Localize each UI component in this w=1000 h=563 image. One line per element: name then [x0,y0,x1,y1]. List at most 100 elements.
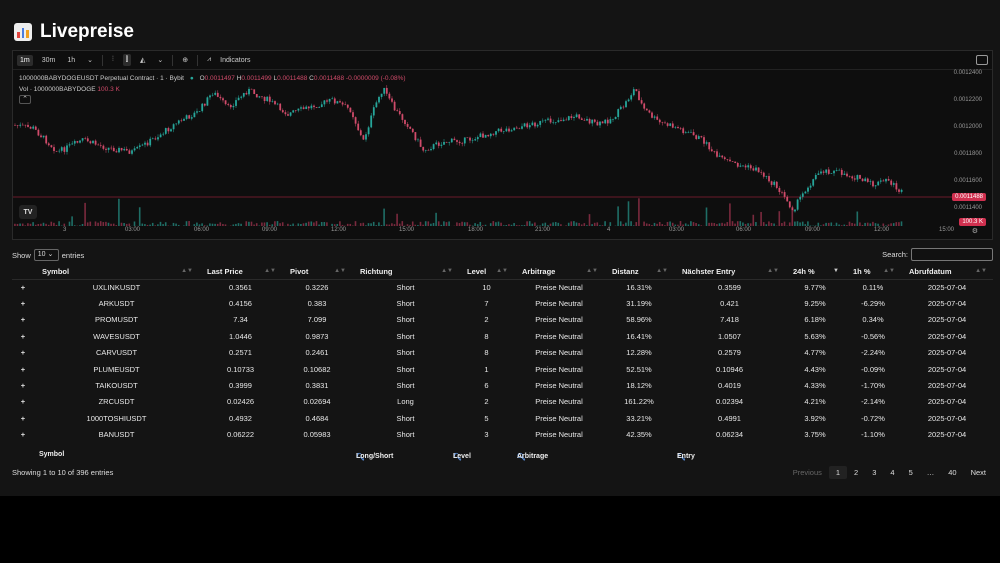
candle-body [372,107,375,116]
cell-last-price: 0.02426 [226,397,255,407]
col-header-naechster-entry[interactable]: Nächster Entry ▲▼ [674,264,785,280]
expand-row-button[interactable]: + [20,315,26,325]
bar-style-icon[interactable]: ⫶ [112,56,114,63]
volume-bar [653,222,656,226]
col-header-abrufdatum[interactable]: Abrufdatum ▲▼ [901,264,993,280]
price-chart[interactable]: 1m 30m 1h ⌄ ⫶ ⫿ ◭ ⌄ ⊕ ⩘ Indicators 10000… [12,50,993,240]
expand-row-button[interactable]: + [20,430,26,440]
volume-bar [887,224,890,226]
expand-row-button[interactable]: + [20,348,26,358]
volume-bar [742,222,744,226]
candle-body [21,124,24,126]
indicators-icon[interactable]: ⩘ [207,56,212,63]
col-header-richtung[interactable]: Richtung ▲▼ [352,264,459,280]
candle-body [50,145,53,148]
settings-gear-icon[interactable]: ⚙ [971,228,978,235]
cell-pivot: 7.099 [307,315,327,325]
next-page-button[interactable]: Next [970,468,986,477]
page-button-5[interactable]: 5 [908,468,913,477]
page-button-2[interactable]: 2 [854,468,859,477]
candle-body [219,96,222,99]
volume-bar [263,222,266,226]
candle-body [604,119,607,124]
volume-bar [175,223,177,226]
x-tick: 15:00 [399,227,415,233]
chevron-down-icon[interactable]: ⌄ [157,57,164,64]
candle-body [848,176,851,177]
add-compare-icon[interactable]: ⊕ [182,57,189,64]
filter-symbol-label: Symbol [39,451,65,458]
col-header-symbol[interactable]: Symbol ▲▼ [34,264,199,280]
page-length-select[interactable]: 10 ⌄ [33,249,59,261]
volume-bar [726,222,729,226]
candle-body [404,119,406,125]
volume-bar [484,224,487,226]
candle-body [534,122,536,127]
candle-body [515,127,518,129]
volume-bar [645,223,648,226]
candle-body [541,120,544,122]
candle-body [895,183,898,190]
search-input[interactable] [911,248,993,261]
indicators-button[interactable]: Indicators [220,56,251,64]
cell-change-1h: 0.11% [862,282,884,292]
legend-h-label: H [236,75,242,82]
volume-bar [838,224,840,226]
volume-bar [42,222,45,226]
area-style-icon[interactable]: ◭ [140,57,146,64]
volume-bar [510,224,513,226]
candle-body [268,96,271,102]
candle-body [492,133,495,135]
page-button-4[interactable]: 4 [890,468,895,477]
col-header-distanz[interactable]: Distanz ▲▼ [604,264,674,280]
cell-abrufdatum: 2025-07-04 [927,413,967,423]
x-tick: 4 [607,227,611,233]
interval-1m-button[interactable]: 1m [17,54,33,66]
expand-row-button[interactable]: + [20,381,26,391]
candle-body [58,150,61,152]
expand-row-button[interactable]: + [20,282,26,292]
previous-page-button[interactable]: Previous [792,468,822,477]
chevron-down-icon[interactable]: ⌄ [87,57,94,64]
col-header-last-price[interactable]: Last Price ▲▼ [199,264,282,280]
volume-bar [118,198,120,226]
col-header-pivot[interactable]: Pivot ▲▼ [282,264,352,280]
volume-bar [679,221,682,226]
col-header-arbitrage[interactable]: Arbitrage ▲▼ [514,264,604,280]
volume-bar [320,222,323,226]
collapse-legend-icon[interactable]: ⌃ [19,95,31,104]
toolbar-divider [197,54,199,66]
volume-bar [892,223,895,226]
candle-body [752,168,755,171]
candle-body [224,100,227,105]
page-button-3[interactable]: 3 [872,468,877,477]
expand-row-button[interactable]: + [20,299,26,309]
expand-row-button[interactable]: + [20,397,26,407]
y-tick: 0.0011400 [954,205,982,211]
expand-row-button[interactable]: + [20,413,26,423]
candle-body [518,128,521,130]
volume-bar [203,225,206,226]
expand-row-button[interactable]: + [20,331,26,341]
volume-bar [872,221,874,226]
col-header-24h[interactable]: 24h % ▼ [785,264,845,280]
volume-bar [279,223,281,226]
expand-row-button[interactable]: + [20,364,26,374]
col-header-1h[interactable]: 1h % ▲▼ [845,264,901,280]
volume-bar [479,221,482,226]
candle-style-icon[interactable]: ⫿ [122,54,132,66]
volume-bar [224,224,227,226]
candle-body [159,134,162,138]
interval-1h-button[interactable]: 1h [67,56,76,64]
page-button-1[interactable]: 1 [828,466,848,479]
cell-change-24h: 3.92% [804,413,826,423]
volume-bar [864,222,866,226]
candle-body [664,122,666,124]
col-header-level[interactable]: Level ▲▼ [459,264,514,280]
interval-30m-button[interactable]: 30m [41,56,56,64]
volume-bar [383,208,385,226]
page-button-40[interactable]: 40 [948,468,957,477]
volume-bar [146,224,149,226]
tradingview-logo[interactable]: TV [19,205,37,219]
camera-icon[interactable] [976,55,988,65]
